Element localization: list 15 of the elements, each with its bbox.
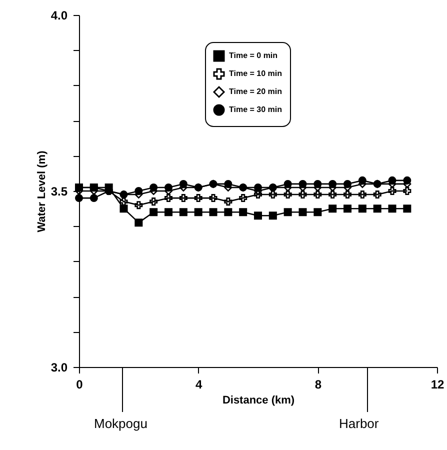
- text: Harbor: [339, 416, 379, 431]
- y-tick-label: 3.5: [50, 184, 68, 198]
- x-axis-title: Distance (km): [222, 394, 295, 406]
- x-tick-label: 0: [76, 378, 84, 392]
- x-tick-label: 4: [195, 378, 202, 392]
- y-tick-label: 3.0: [50, 360, 68, 374]
- legend-label: Time = 10 min: [229, 69, 282, 78]
- legend-label: Time = 20 min: [229, 87, 282, 96]
- x-tick-label: 12: [430, 378, 444, 392]
- text: Mokpogu: [94, 416, 148, 431]
- y-tick-label: 4.0: [50, 8, 68, 22]
- y-axis-title: Water Level (m): [36, 150, 48, 232]
- legend-label: Time = 30 min: [229, 105, 282, 114]
- legend-label: Time = 0 min: [229, 51, 278, 60]
- x-tick-label: 8: [314, 378, 322, 392]
